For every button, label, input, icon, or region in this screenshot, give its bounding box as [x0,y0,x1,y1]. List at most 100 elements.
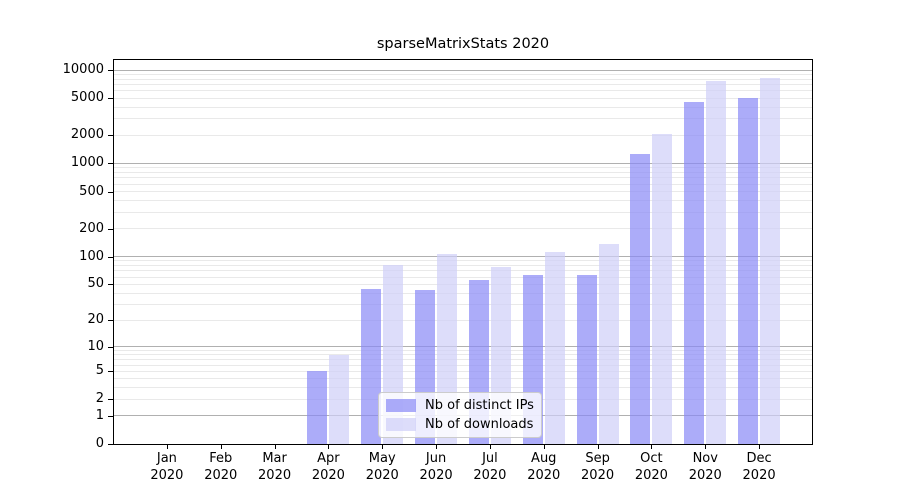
bar-group-dec [732,60,786,444]
y-tick-mark [108,284,113,286]
bar-group-sep [571,60,625,444]
gridline [114,359,812,361]
x-tick-mark [651,445,653,449]
x-tick-mark [597,445,599,449]
y-tick-mark [108,320,113,322]
y-tick-label: 1000 [70,155,104,171]
gridline [114,90,812,92]
legend-swatch-distinct-ips [386,399,416,412]
y-tick-mark [108,256,113,258]
x-tick-mark [436,445,438,449]
y-tick-label: 200 [79,220,104,236]
y-tick-mark [108,371,113,373]
gridline [114,78,812,80]
bar-group-jun [409,60,463,444]
y-tick-label: 50 [87,276,104,292]
x-tick-mark [220,445,222,449]
gridline [114,211,812,213]
gridline [114,370,812,372]
y-tick-label: 10 [87,338,104,354]
x-tick-label-aug: Aug 2020 [527,451,561,483]
y-tick-label: 10000 [62,62,104,78]
y-tick-mark [108,346,113,348]
x-tick-mark [328,445,330,449]
gridline [114,304,812,306]
gridline [114,378,812,380]
y-tick-mark [108,163,113,165]
bar-distinct-ips [738,98,759,444]
bar-downloads [760,78,781,444]
gridline [114,162,812,164]
y-tick-label: 2000 [70,127,104,143]
legend: Nb of distinct IPs Nb of downloads [378,392,542,438]
gridline [114,183,812,185]
bar-distinct-ips [684,101,705,444]
x-tick-label-jun: Jun 2020 [419,451,453,483]
bar-group-may [355,60,409,444]
gridline [114,354,812,356]
y-tick-label: 20 [87,312,104,328]
gridline [114,346,812,348]
y-tick-label: 5 [95,363,104,379]
gridline [114,177,812,179]
gridline [114,73,812,75]
gridline [114,167,812,169]
y-tick-label: 0 [95,436,104,451]
plot-area [113,59,813,445]
x-tick-label-jan: Jan 2020 [150,451,184,483]
legend-swatch-downloads [386,418,416,431]
x-tick-mark [382,445,384,449]
y-tick-mark [108,444,113,445]
x-tick-label-nov: Nov 2020 [688,451,722,483]
bar-group-jan [140,60,194,444]
bar-group-nov [678,60,732,444]
gridline [114,200,812,202]
y-tick-label: 5000 [70,90,104,106]
x-tick-label-jul: Jul 2020 [473,451,507,483]
gridline [114,69,812,71]
bar-downloads [544,251,565,444]
y-tick-mark [108,399,113,401]
bar-group-apr [301,60,355,444]
y-tick-label: 2 [95,391,104,407]
legend-item-downloads: Nb of downloads [386,416,534,433]
y-tick-mark [108,98,113,100]
y-tick-mark [108,135,113,137]
bar-group-oct [624,60,678,444]
x-tick-label-may: May 2020 [365,451,399,483]
gridline [114,256,812,258]
bar-group-jul [463,60,517,444]
x-tick-mark [489,445,491,449]
chart-title: sparseMatrixStats 2020 [376,36,550,52]
x-tick-label-oct: Oct 2020 [634,451,668,483]
gridline [114,118,812,120]
x-tick-label-mar: Mar 2020 [258,451,292,483]
y-tick-mark [108,191,113,193]
gridline [114,106,812,108]
x-tick-mark [274,445,276,449]
grid-layer [114,60,812,444]
y-tick-label: 100 [79,248,104,264]
x-tick-label-feb: Feb 2020 [204,451,238,483]
gridline [114,134,812,136]
gridline [114,228,812,230]
legend-label-downloads: Nb of downloads [425,417,534,432]
gridline [114,260,812,262]
gridline [114,283,812,285]
bar-group-aug [517,60,571,444]
bar-distinct-ips [576,274,597,444]
x-tick-mark [166,445,168,449]
bar-downloads [598,243,619,444]
gridline [114,270,812,272]
gridline [114,319,812,321]
bar-distinct-ips [361,289,382,444]
x-tick-label-dec: Dec 2020 [742,451,776,483]
gridline [114,364,812,366]
bar-group-feb [194,60,248,444]
bar-distinct-ips [630,154,651,444]
bar-group-mar [248,60,302,444]
bar-downloads [652,133,673,444]
gridline [114,84,812,86]
gridline [114,350,812,352]
